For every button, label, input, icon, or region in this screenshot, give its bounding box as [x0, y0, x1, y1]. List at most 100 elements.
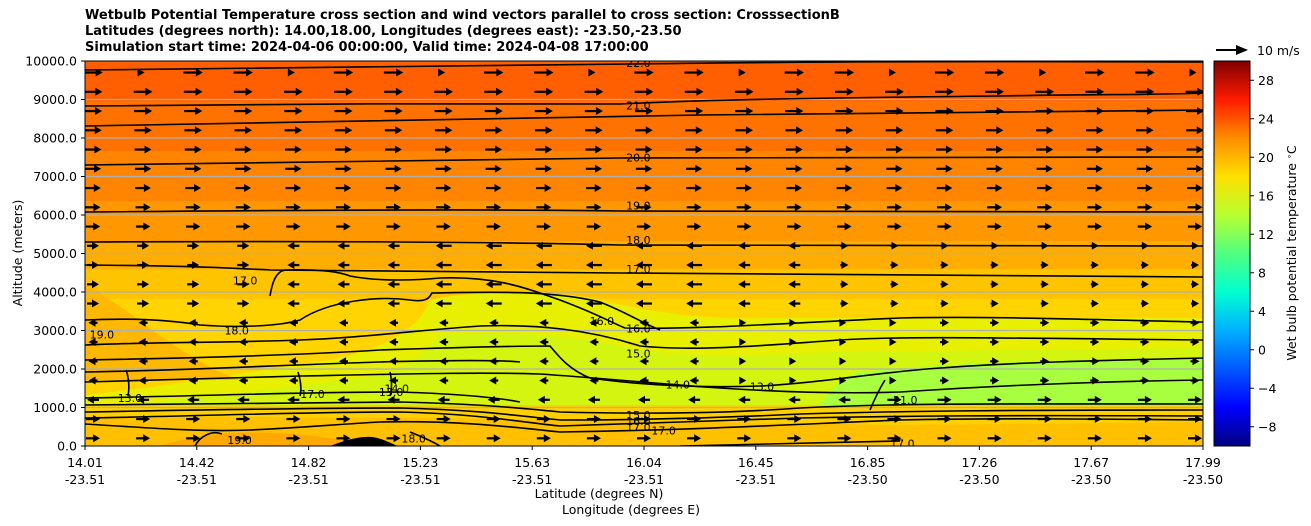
wind-vector: [137, 299, 150, 308]
wind-vector: [485, 261, 502, 270]
wind-vector: [1140, 376, 1150, 385]
wind-vector: [636, 222, 652, 231]
wind-vector: [534, 107, 553, 116]
y-tick-label: 1000.0: [33, 400, 77, 415]
wind-vector: [387, 261, 400, 270]
wind-vector: [334, 107, 353, 116]
contour-label: 19.0: [626, 199, 651, 212]
wind-vector: [636, 280, 652, 289]
wind-vector: [890, 280, 899, 289]
wind-vector: [436, 222, 451, 231]
wind-vector: [940, 318, 950, 327]
wind-vector: [736, 184, 752, 193]
y-axis-label: Altitude (meters): [10, 200, 25, 307]
wind-vector: [287, 261, 300, 270]
wind-vector: [787, 222, 802, 231]
wind-vector: [387, 395, 400, 404]
wind-vector: [639, 338, 649, 347]
wind-vector: [889, 357, 897, 366]
wind-vector: [687, 434, 702, 443]
wind-vector: [736, 222, 752, 231]
wind-vector: [87, 241, 99, 250]
wind-vector: [784, 87, 804, 96]
contour-label: 22.0: [626, 57, 651, 70]
wind-vector: [485, 241, 502, 250]
wind-vector: [185, 164, 202, 173]
wind-vector: [237, 280, 250, 289]
colorbar-tick-label: 28: [1258, 73, 1274, 88]
contour-label: 17.0: [626, 263, 651, 276]
wind-vector: [837, 222, 852, 231]
wind-vector: [1190, 318, 1200, 327]
wind-vector: [937, 222, 952, 231]
wind-vector: [588, 68, 596, 77]
wind-vector: [536, 415, 551, 424]
wind-vector: [287, 280, 300, 289]
wind-vector: [585, 164, 603, 173]
wind-vector: [637, 415, 651, 424]
wind-vector: [337, 241, 350, 250]
wind-vector: [234, 126, 253, 135]
wind-vector: [184, 107, 203, 116]
wind-vector: [584, 107, 603, 116]
wind-vector: [585, 241, 602, 250]
wind-vector: [88, 357, 98, 366]
wind-vector: [387, 241, 400, 250]
wind-vector: [1087, 203, 1103, 212]
wind-vector: [1188, 395, 1202, 404]
wind-vector: [85, 87, 103, 96]
wind-vector: [835, 126, 854, 135]
contour-label: 20.0: [626, 151, 651, 164]
colorbar-tick-label: 8: [1258, 265, 1266, 280]
wind-vector: [185, 222, 201, 231]
wind-vector: [286, 415, 301, 424]
wind-vector: [937, 434, 952, 443]
wind-vector: [539, 376, 549, 385]
contour-label: 17.0: [626, 421, 651, 434]
wind-vector: [839, 318, 847, 327]
wind-vector: [986, 164, 1003, 173]
wind-vector: [1090, 318, 1100, 327]
wind-vector: [1136, 164, 1154, 173]
wind-vector: [1086, 164, 1103, 173]
wind-vector: [887, 434, 902, 443]
terrain: [330, 436, 398, 446]
wind-vector: [738, 395, 751, 404]
wind-vector: [887, 222, 902, 231]
wind-vector: [889, 338, 897, 347]
wind-vector: [385, 164, 402, 173]
wind-vector: [987, 222, 1002, 231]
wind-vector: [435, 164, 452, 173]
wind-vector: [1191, 261, 1199, 270]
wind-vector: [937, 395, 952, 404]
x-tick-label-lon: -23.51: [177, 472, 217, 487]
wind-vector: [835, 107, 854, 116]
wind-vector: [338, 318, 348, 327]
contour-label: 19.0: [227, 434, 252, 447]
wind-vector: [337, 280, 350, 289]
y-tick-label: 9000.0: [33, 92, 77, 107]
wind-vector: [435, 299, 452, 308]
wind-vector: [635, 164, 653, 173]
wind-vector: [1137, 434, 1152, 443]
wind-vector: [87, 280, 99, 289]
wind-vector: [186, 434, 201, 443]
wind-vector: [434, 107, 453, 116]
contour-label: 17.0: [651, 425, 676, 438]
wind-vector: [288, 376, 298, 385]
wind-vector: [684, 87, 704, 96]
x-tick-label-lat: 14.42: [179, 455, 215, 470]
wind-vector: [685, 107, 704, 116]
wind-vector: [635, 126, 653, 135]
wind-vector: [1135, 87, 1155, 96]
colorbar-tick-label: 20: [1258, 150, 1274, 165]
contour-label: 14.0: [665, 378, 690, 391]
wind-vector: [1090, 299, 1099, 308]
wind-vector: [537, 395, 550, 404]
wind-vector: [734, 87, 754, 96]
wind-vector: [437, 395, 450, 404]
wind-vector: [987, 434, 1002, 443]
wind-vector: [1040, 261, 1049, 270]
y-tick-label: 7000.0: [33, 169, 77, 184]
wind-vector: [387, 280, 400, 289]
